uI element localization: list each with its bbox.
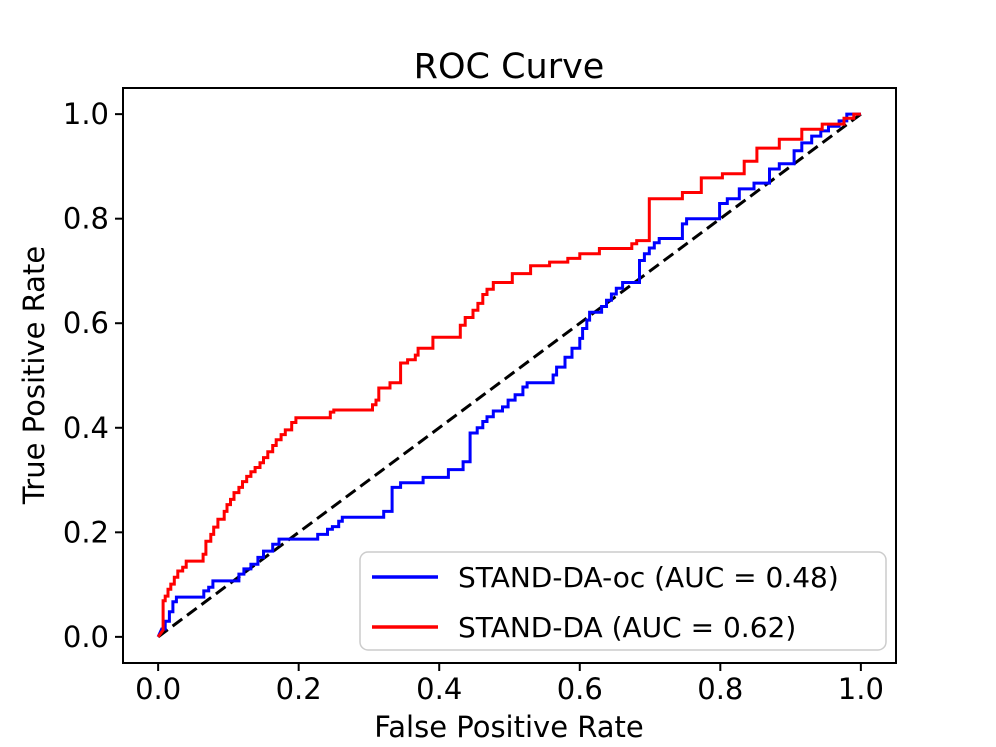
legend: STAND-DA-oc (AUC = 0.48) STAND-DA (AUC =… (359, 551, 887, 651)
roc-curve-stand-da-oc (156, 112, 861, 638)
y-axis-label: True Positive Rate (17, 246, 51, 505)
x-tick-label: 0.8 (697, 672, 743, 706)
chance-diagonal-line (157, 112, 862, 639)
y-tick-label: 0.4 (63, 411, 109, 445)
y-axis-ticks: 0.0 0.2 0.4 0.6 0.8 1.0 (63, 97, 123, 654)
x-tick-label: 0.4 (416, 672, 462, 706)
y-tick-label: 0.8 (63, 202, 109, 236)
chance-diagonal (157, 112, 862, 639)
x-tick-label: 0.6 (557, 672, 603, 706)
x-tick-label: 1.0 (838, 672, 884, 706)
chart-title: ROC Curve (414, 47, 605, 87)
y-tick-label: 1.0 (63, 97, 109, 131)
x-tick-label: 0.0 (135, 672, 181, 706)
x-axis-label: False Positive Rate (374, 710, 644, 744)
y-tick-label: 0.6 (63, 306, 109, 340)
x-axis-ticks: 0.0 0.2 0.4 0.6 0.8 1.0 (135, 663, 884, 706)
roc-curves (156, 112, 861, 638)
legend-box (359, 551, 887, 651)
plot-border (122, 87, 897, 664)
legend-label-stand-da: STAND-DA (AUC = 0.62) (458, 611, 796, 644)
legend-label-stand-da-oc: STAND-DA-oc (AUC = 0.48) (458, 561, 839, 594)
y-tick-label: 0.2 (63, 515, 109, 549)
roc-curve-stand-da (156, 112, 861, 638)
y-tick-label: 0.0 (63, 620, 109, 654)
x-tick-label: 0.2 (276, 672, 322, 706)
